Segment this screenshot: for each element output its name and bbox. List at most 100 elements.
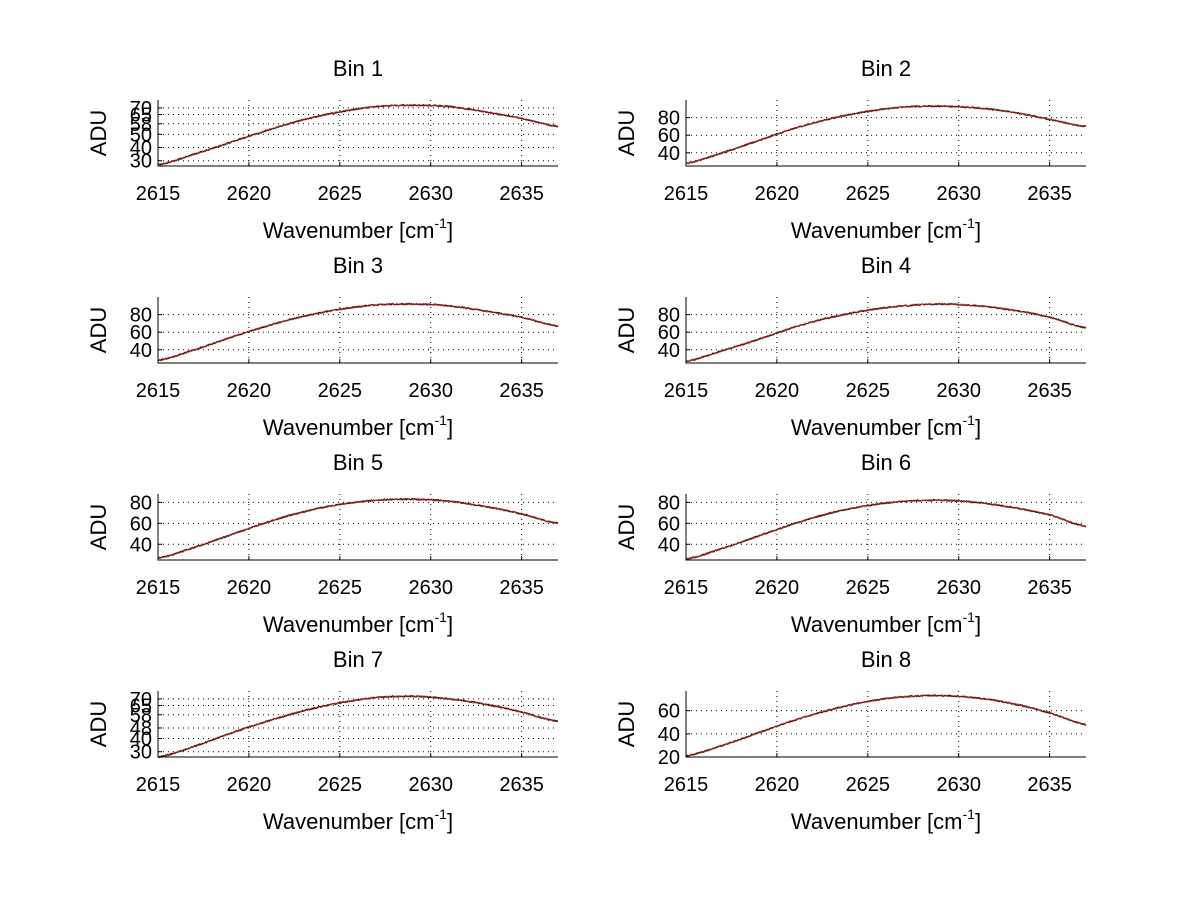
y-tick-label: 70 — [130, 689, 152, 711]
y-tick-label: 40 — [130, 340, 152, 362]
series-line-2 — [157, 694, 559, 758]
y-tick-label: 80 — [658, 108, 680, 130]
y-axis-label: ADU — [86, 307, 111, 353]
x-tick-label: 2630 — [936, 774, 981, 796]
x-axis-label-exponent: -1 — [435, 609, 448, 625]
series-line-4 — [685, 694, 1087, 757]
x-axis-label-end: ] — [447, 415, 453, 440]
x-axis-label: Wavenumber [cm-1] — [263, 215, 453, 243]
y-tick-label: 60 — [658, 513, 680, 535]
x-axis-label: Wavenumber [cm-1] — [791, 806, 981, 834]
x-axis-label-end: ] — [975, 218, 981, 243]
x-axis-label-main: Wavenumber [cm — [791, 809, 963, 834]
x-axis-label-exponent: -1 — [435, 806, 448, 822]
x-axis-label-exponent: -1 — [963, 412, 976, 428]
y-tick-label: 30 — [130, 742, 152, 764]
x-tick-label: 2630 — [408, 577, 453, 599]
y-tick-label: 70 — [130, 98, 152, 120]
x-axis-label-exponent: -1 — [435, 215, 448, 231]
x-tick-label: 2630 — [936, 183, 981, 205]
x-tick-label: 2630 — [936, 380, 981, 402]
x-tick-label: 2635 — [499, 183, 544, 205]
x-axis-label-main: Wavenumber [cm — [791, 218, 963, 243]
x-axis-label-main: Wavenumber [cm — [791, 612, 963, 637]
y-axis-label: ADU — [614, 504, 639, 550]
y-tick-label: 20 — [658, 747, 680, 769]
x-tick-label: 2615 — [136, 577, 181, 599]
series-line-4 — [157, 103, 559, 166]
x-axis-label: Wavenumber [cm-1] — [791, 215, 981, 243]
y-tick-label: 80 — [658, 492, 680, 514]
series-line-3 — [685, 498, 1087, 560]
y-axis-label: ADU — [614, 307, 639, 353]
series-line-4 — [685, 104, 1087, 165]
x-tick-label: 2635 — [1027, 577, 1072, 599]
y-tick-label: 40 — [658, 724, 680, 746]
x-tick-label: 2625 — [318, 380, 363, 402]
x-axis-label-end: ] — [975, 415, 981, 440]
y-tick-label: 65 — [130, 696, 152, 718]
series-line-4 — [157, 302, 559, 362]
x-axis-label: Wavenumber [cm-1] — [263, 412, 453, 440]
x-axis-label-end: ] — [975, 809, 981, 834]
y-tick-label: 58 — [130, 114, 152, 136]
x-tick-label: 2625 — [846, 183, 891, 205]
y-tick-label: 60 — [658, 701, 680, 723]
x-tick-label: 2635 — [499, 380, 544, 402]
y-tick-label: 80 — [130, 305, 152, 327]
x-axis-label-main: Wavenumber [cm — [791, 415, 963, 440]
y-axis-label: ADU — [86, 701, 111, 747]
y-tick-label: 40 — [658, 143, 680, 165]
x-tick-label: 2635 — [499, 774, 544, 796]
series-line-3 — [685, 694, 1087, 758]
series-line-4 — [157, 694, 559, 759]
y-tick-label: 80 — [130, 492, 152, 514]
x-axis-label: Wavenumber [cm-1] — [263, 609, 453, 637]
y-tick-label: 60 — [130, 322, 152, 344]
y-tick-label: 58 — [130, 705, 152, 727]
x-tick-label: 2630 — [408, 380, 453, 402]
series-line-1 — [157, 695, 558, 759]
subplot-title: Bin 6 — [861, 450, 911, 475]
series-line-1 — [685, 498, 1087, 560]
y-tick-label: 60 — [130, 513, 152, 535]
series-line-3 — [157, 694, 559, 759]
subplot-title: Bin 4 — [861, 253, 911, 278]
x-tick-label: 2635 — [1027, 774, 1072, 796]
x-tick-label: 2620 — [755, 183, 800, 205]
x-axis-label-exponent: -1 — [963, 215, 976, 231]
series-line-4 — [157, 497, 559, 559]
x-axis-label: Wavenumber [cm-1] — [263, 806, 453, 834]
x-tick-label: 2620 — [755, 380, 800, 402]
y-tick-label: 65 — [130, 105, 152, 127]
x-tick-label: 2625 — [318, 774, 363, 796]
x-axis-label-exponent: -1 — [963, 806, 976, 822]
y-tick-label: 60 — [658, 125, 680, 147]
x-tick-label: 2620 — [755, 774, 800, 796]
y-tick-label: 30 — [130, 151, 152, 173]
x-tick-label: 2620 — [227, 183, 272, 205]
x-axis-label-exponent: -1 — [963, 609, 976, 625]
series-line-2 — [685, 694, 1087, 757]
x-axis-label-end: ] — [447, 612, 453, 637]
x-tick-label: 2630 — [936, 577, 981, 599]
series-line-1 — [157, 497, 559, 560]
x-axis-label-exponent: -1 — [435, 412, 448, 428]
x-tick-label: 2630 — [408, 774, 453, 796]
x-tick-label: 2625 — [846, 774, 891, 796]
x-axis-label: Wavenumber [cm-1] — [791, 609, 981, 637]
series-line-2 — [685, 499, 1087, 560]
x-axis-label-end: ] — [447, 809, 453, 834]
x-axis-label-main: Wavenumber [cm — [263, 612, 435, 637]
series-line-1 — [685, 104, 1087, 164]
series-line-4 — [685, 498, 1087, 560]
x-tick-label: 2635 — [1027, 183, 1072, 205]
axis-lines — [685, 100, 1086, 167]
x-tick-label: 2620 — [227, 774, 272, 796]
